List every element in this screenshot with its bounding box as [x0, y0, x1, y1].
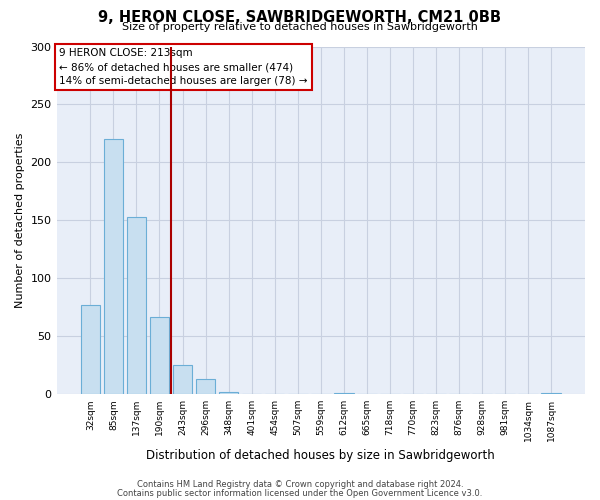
Bar — [80, 305, 100, 394]
Bar — [149, 316, 169, 394]
Text: 9, HERON CLOSE, SAWBRIDGEWORTH, CM21 0BB: 9, HERON CLOSE, SAWBRIDGEWORTH, CM21 0BB — [98, 10, 502, 25]
X-axis label: Distribution of detached houses by size in Sawbridgeworth: Distribution of detached houses by size … — [146, 450, 495, 462]
Text: 9 HERON CLOSE: 213sqm
← 86% of detached houses are smaller (474)
14% of semi-det: 9 HERON CLOSE: 213sqm ← 86% of detached … — [59, 48, 308, 86]
Bar — [541, 393, 561, 394]
Bar — [173, 365, 193, 394]
Bar — [127, 217, 146, 394]
Y-axis label: Number of detached properties: Number of detached properties — [15, 132, 25, 308]
Text: Contains HM Land Registry data © Crown copyright and database right 2024.: Contains HM Land Registry data © Crown c… — [137, 480, 463, 489]
Bar — [104, 139, 123, 394]
Text: Size of property relative to detached houses in Sawbridgeworth: Size of property relative to detached ho… — [122, 22, 478, 32]
Bar — [196, 379, 215, 394]
Text: Contains public sector information licensed under the Open Government Licence v3: Contains public sector information licen… — [118, 488, 482, 498]
Bar — [334, 393, 353, 394]
Bar — [219, 392, 238, 394]
